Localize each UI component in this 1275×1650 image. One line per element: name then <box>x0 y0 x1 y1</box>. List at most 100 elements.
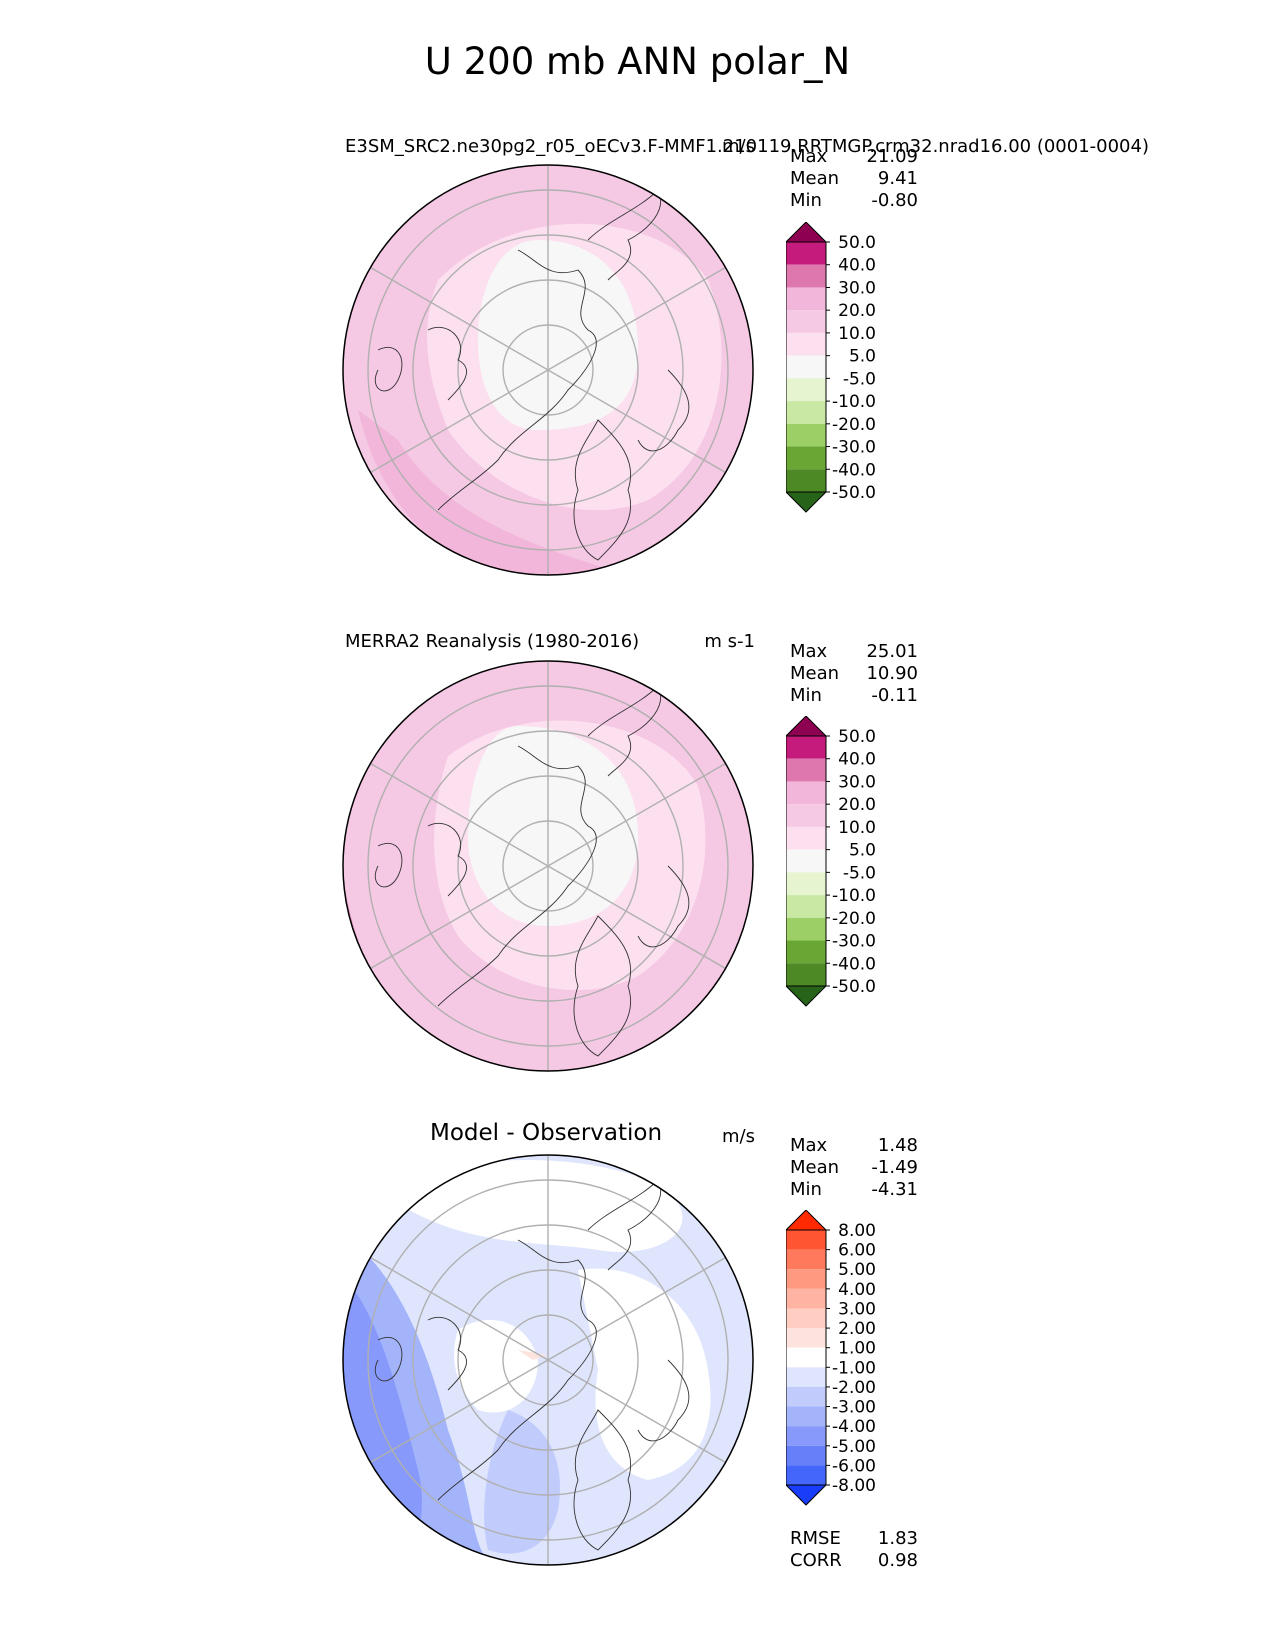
panel-2-units: m s-1 <box>704 631 755 652</box>
colorbar-segment <box>786 1426 826 1446</box>
colorbar-tick-label: -5.0 <box>843 863 876 883</box>
meridian-line <box>547 369 726 474</box>
panel-1-units: m/s <box>722 136 755 157</box>
panel-1-coastlines <box>374 189 690 561</box>
panel-2-colorbar: 50.0 40.030.0 20.0 10.0 5.0-5.0 -10.0 -20.0 -30… <box>786 716 876 1007</box>
colorbar-segment <box>786 963 826 986</box>
colorbar-tick-label: 5.00 <box>838 1260 876 1280</box>
colorbar-segment <box>786 781 826 805</box>
panel-1-graticule <box>367 165 729 575</box>
meridian-line <box>547 865 726 970</box>
colorbar-tick-label: 50.0 <box>838 233 876 253</box>
colorbar-tick-label: -5.00 <box>832 1437 876 1457</box>
colorbar-tick-label: -1.00 <box>832 1358 876 1378</box>
colorbar-segment <box>786 1347 826 1368</box>
colorbar-tick-label: -40.0 <box>832 460 876 480</box>
colorbar-tick-label: -2.00 <box>832 1378 876 1398</box>
colorbar-segment <box>786 1230 826 1250</box>
colorbar-tick-label: 3.00 <box>838 1299 876 1319</box>
colorbar-tick-label: -20.0 <box>832 415 876 435</box>
colorbar-tick-label: 50.0 <box>838 727 876 747</box>
colorbar-segment <box>786 758 826 782</box>
colorbar-segment <box>786 895 826 918</box>
colorbar-tick-label: -30.0 <box>832 932 876 952</box>
meridian-line <box>370 762 549 867</box>
colorbar-segment <box>786 1445 826 1466</box>
colorbar-segment <box>786 1367 826 1387</box>
colorbar-segment <box>786 917 826 941</box>
colorbar-segment <box>786 355 826 379</box>
colorbar-tick-label: -5.0 <box>843 369 876 389</box>
colorbar-segment <box>786 446 826 470</box>
colorbar-extend-max <box>786 1210 828 1231</box>
colorbar-tick-label: 20.0 <box>838 301 876 321</box>
colorbar-segment <box>786 1269 826 1289</box>
colorbar-segment <box>786 804 826 827</box>
colorbar-tick-label: -10.0 <box>832 886 876 906</box>
meridian-line <box>370 1359 549 1464</box>
colorbar-tick-label: -50.0 <box>832 977 876 997</box>
panel-3-stats: Max 1.48 Mean -1.49 Min -4.31 <box>790 1135 918 1200</box>
meridian-line <box>547 1256 726 1361</box>
colorbar-tick-label: 1.00 <box>838 1339 876 1359</box>
colorbar-tick-label: 6.00 <box>838 1241 876 1261</box>
panel-2-stats: Max 25.01 Mean 10.90 Min -0.11 <box>790 641 918 706</box>
colorbar-tick-label: 5.0 <box>849 347 876 367</box>
colorbar-segment <box>786 1288 826 1309</box>
panel-3-units: m/s <box>722 1126 755 1147</box>
panel-3-map <box>342 1154 754 1566</box>
meridian-line <box>370 369 549 474</box>
colorbar-extend-min <box>786 985 828 1007</box>
colorbar-tick-label: 10.0 <box>838 818 876 838</box>
colorbar-extend-min <box>786 491 828 513</box>
colorbar-extend-max <box>786 716 828 737</box>
colorbar-segment <box>786 264 826 288</box>
colorbar-tick-label: 40.0 <box>838 750 876 770</box>
colorbar-tick-label: 4.00 <box>838 1280 876 1300</box>
panel-3-coastlines <box>374 1179 690 1551</box>
colorbar-extend-min <box>786 1484 828 1506</box>
colorbar-tick-label: -40.0 <box>832 954 876 974</box>
panel-2-coastlines <box>374 685 690 1057</box>
colorbar-extend-max <box>786 222 828 243</box>
meridian-line <box>370 865 549 970</box>
colorbar-segment <box>786 872 826 896</box>
meridian-line <box>370 1256 549 1361</box>
meridian-line <box>547 762 726 867</box>
panel-1-map <box>342 164 754 576</box>
panel-2-title: MERRA2 Reanalysis (1980-2016) <box>345 631 640 652</box>
colorbar-tick-label: -3.00 <box>832 1398 876 1418</box>
colorbar-segment <box>786 1249 826 1270</box>
colorbar-tick-label: -8.00 <box>832 1476 876 1496</box>
panel-3-graticule <box>367 1155 729 1565</box>
panel-1-stats: Max 21.09 Mean 9.41 Min -0.80 <box>790 146 918 211</box>
colorbar-segment <box>786 401 826 424</box>
colorbar-tick-label: -30.0 <box>832 438 876 458</box>
colorbar-segment <box>786 332 826 356</box>
colorbar-tick-label: -20.0 <box>832 909 876 929</box>
colorbar-tick-label: 30.0 <box>838 772 876 792</box>
colorbar-segment <box>786 1465 826 1485</box>
colorbar-segment <box>786 287 826 311</box>
colorbar-tick-label: -10.0 <box>832 392 876 412</box>
colorbar-segment <box>786 1328 826 1348</box>
colorbar-segment <box>786 940 826 964</box>
colorbar-segment <box>786 469 826 492</box>
panel-3-extra-stats: RMSE 1.83 CORR 0.98 <box>790 1528 918 1571</box>
colorbar-tick-label: -4.00 <box>832 1417 876 1437</box>
panel-1-colorbar: 50.0 40.030.0 20.0 10.0 5.0-5.0 -10.0 -20.0 -30… <box>786 222 876 513</box>
panel-3-colorbar: 8.006.005.004.003.002.001.00-1.00-2.00-3… <box>786 1210 876 1506</box>
meridian-line <box>547 266 726 371</box>
figure-title: U 200 mb ANN polar_N <box>424 40 851 83</box>
colorbar-segment <box>786 310 826 333</box>
colorbar-segment <box>786 849 826 873</box>
colorbar-tick-label: -50.0 <box>832 483 876 503</box>
colorbar-tick-label: 8.00 <box>838 1221 876 1241</box>
meridian-line <box>547 1359 726 1464</box>
colorbar-tick-label: 5.0 <box>849 841 876 861</box>
colorbar-segment <box>786 1386 826 1407</box>
colorbar-segment <box>786 1308 826 1329</box>
colorbar-segment <box>786 1406 826 1427</box>
panel-3-title: Model - Observation <box>430 1120 663 1146</box>
colorbar-segment <box>786 826 826 850</box>
